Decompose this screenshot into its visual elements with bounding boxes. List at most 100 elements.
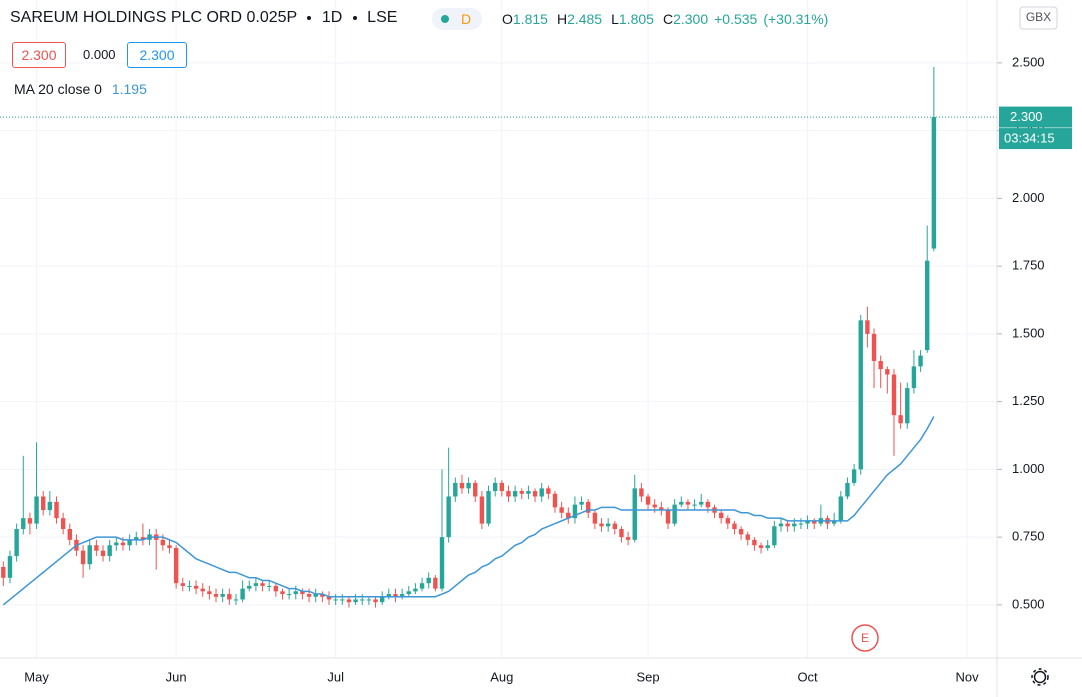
- candle-body: [586, 501, 591, 513]
- candle-body: [134, 537, 139, 540]
- candle-body: [173, 547, 179, 584]
- candle-body: [891, 374, 897, 416]
- symbol-title: SAREUM HOLDINGS PLC ORD 0.025P: [10, 9, 297, 26]
- candle-body: [213, 594, 219, 597]
- market-status-dot: [441, 15, 449, 23]
- candle-body: [579, 501, 584, 505]
- status-pill[interactable]: D: [432, 8, 482, 30]
- x-tick-label: May: [24, 669, 49, 684]
- earnings-marker[interactable]: [851, 624, 879, 652]
- moving-average-line: [2, 416, 935, 606]
- candle-body: [858, 320, 863, 470]
- candle-body: [572, 504, 578, 519]
- candle-body: [446, 496, 451, 538]
- candle-body: [21, 518, 26, 530]
- ohlc-quote: O1.815 H2.485 L1.805 C2.300 +0.535 (+30.31%): [502, 11, 828, 27]
- candle-body: [247, 585, 252, 589]
- candle-body: [293, 591, 298, 595]
- candle-body: [605, 523, 611, 527]
- candle-body: [207, 591, 212, 595]
- candle-body: [419, 583, 425, 589]
- symbol-header: SAREUM HOLDINGS PLC ORD 0.025P 1D LSE: [10, 9, 397, 27]
- candle-body: [386, 594, 392, 597]
- candle-body: [260, 583, 265, 586]
- candle-body: [685, 501, 691, 505]
- ask-box[interactable]: 2.300: [127, 42, 187, 68]
- candle-body: [546, 488, 551, 494]
- candle-body: [845, 482, 850, 497]
- candle-body: [539, 488, 544, 497]
- candle-body: [512, 491, 518, 497]
- candle-body: [798, 523, 804, 525]
- candle-body: [433, 577, 438, 589]
- candle-body: [559, 507, 564, 513]
- y-tick-label: 1.750: [1012, 258, 1045, 273]
- candle-body: [552, 493, 558, 508]
- ask: 2.300: [139, 47, 175, 63]
- currency-box[interactable]: [1019, 6, 1058, 30]
- candle-body: [300, 591, 305, 595]
- candle-body: [479, 496, 485, 524]
- candle-body: [127, 539, 132, 546]
- candle-body: [473, 482, 478, 497]
- gear: [1033, 670, 1047, 684]
- candle-body: [373, 599, 378, 603]
- candle-body: [486, 491, 491, 524]
- candle-body: [439, 537, 445, 589]
- y-tick-label: 1.000: [1012, 461, 1045, 476]
- candle-body: [805, 520, 810, 524]
- candle-body: [885, 369, 890, 375]
- candle-body: [838, 496, 844, 521]
- candle-body: [652, 504, 657, 508]
- candle-body: [346, 599, 352, 603]
- currency: GBX: [1026, 10, 1051, 24]
- candle-body: [1, 566, 6, 578]
- candle-body: [67, 529, 72, 540]
- quote-value: 1.805: [618, 11, 654, 27]
- candle-body: [273, 585, 279, 592]
- candle-body: [240, 588, 245, 600]
- spread: 0.000: [83, 47, 116, 62]
- candle-body: [466, 482, 471, 489]
- candle-body: [94, 545, 99, 551]
- quote-prefix: H: [556, 11, 568, 27]
- indicator-legend: MA 20 close 0 1.195: [14, 81, 147, 97]
- candle-body: [645, 496, 651, 505]
- candle-body: [772, 526, 777, 546]
- exchange: LSE: [367, 9, 398, 26]
- candle-body: [732, 523, 737, 530]
- candle-body: [453, 482, 458, 497]
- bid: 2.300: [21, 47, 57, 63]
- candle-body: [745, 534, 750, 540]
- candle-body: [7, 556, 13, 578]
- candle-body: [200, 588, 205, 592]
- settings-icon[interactable]: [1031, 668, 1049, 686]
- candle-body: [752, 539, 757, 546]
- change: +0.535: [714, 11, 758, 27]
- countdown-label: 03:34:15: [1004, 131, 1055, 146]
- candle-body: [692, 504, 697, 506]
- candle-body: [659, 507, 664, 511]
- plot: [0, 0, 997, 658]
- candle-body: [765, 545, 770, 548]
- candle-body: [360, 599, 365, 601]
- candle-body: [878, 360, 883, 370]
- x-tick-label: Jul: [327, 669, 344, 684]
- quote-prefix: L: [611, 11, 619, 27]
- y-tick-label: 1.500: [1012, 325, 1045, 340]
- candle-body: [792, 523, 797, 527]
- candle-body: [320, 594, 325, 597]
- candle-body: [393, 594, 398, 597]
- candle-body: [625, 537, 631, 540]
- candle-body: [925, 260, 930, 351]
- candle-body: [812, 520, 817, 524]
- last-price-label: 2.300: [1010, 109, 1043, 124]
- candle-body: [599, 523, 604, 527]
- candle-body: [778, 523, 784, 527]
- candle-body: [499, 482, 505, 492]
- bid-box[interactable]: 2.300: [12, 42, 66, 68]
- x-tick-label: Nov: [956, 669, 980, 684]
- candle-body: [54, 501, 59, 519]
- x-tick-label: Jun: [166, 669, 187, 684]
- quote-prefix: C: [662, 11, 674, 27]
